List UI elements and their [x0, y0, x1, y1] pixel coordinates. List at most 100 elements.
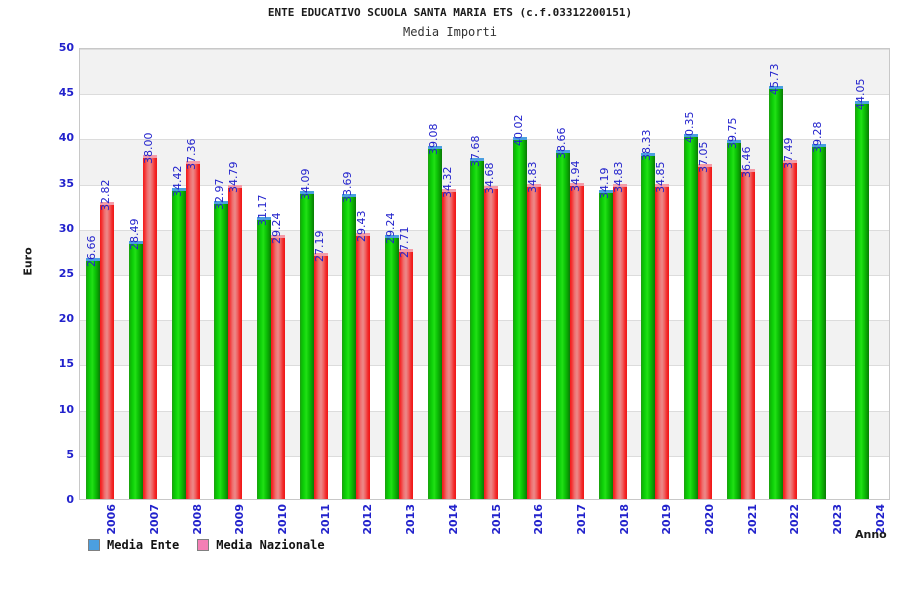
bar-cap — [484, 185, 499, 189]
bar-body — [569, 183, 584, 499]
bar-cap — [470, 158, 485, 162]
bar-body — [641, 152, 656, 499]
bar-cap — [299, 190, 314, 194]
bar-body — [441, 188, 456, 499]
bar-cap — [257, 217, 272, 221]
x-tick-label: 2021 — [745, 504, 759, 535]
bar-media-nazionale[interactable] — [185, 161, 200, 499]
bar-media-ente[interactable] — [86, 258, 101, 499]
bar-value-label: 27.71 — [398, 226, 412, 258]
x-tick-label: 2009 — [233, 504, 247, 535]
bar-media-ente[interactable] — [726, 139, 741, 499]
bar-media-nazionale[interactable] — [740, 169, 755, 499]
bar-media-nazionale[interactable] — [655, 183, 670, 499]
bar-media-ente[interactable] — [555, 149, 570, 499]
bar-value-label: 33.69 — [341, 171, 355, 204]
bar-cap — [171, 187, 186, 191]
bar-media-nazionale[interactable] — [783, 160, 798, 499]
bar-media-ente[interactable] — [854, 100, 869, 499]
bar-media-nazionale[interactable] — [441, 188, 456, 499]
bar-media-nazionale[interactable] — [100, 202, 115, 499]
bar-body — [655, 183, 670, 499]
bar-value-label: 34.42 — [170, 165, 184, 197]
bar-group: 40.02 34.83 — [507, 49, 550, 499]
bar-body — [427, 145, 442, 499]
bar-cap — [683, 134, 698, 138]
bar-cap — [527, 184, 542, 188]
bar-media-nazionale[interactable] — [271, 234, 286, 499]
bar-media-nazionale[interactable] — [399, 248, 414, 499]
bar-cap — [655, 183, 670, 187]
bar-media-nazionale[interactable] — [228, 184, 243, 499]
bar-group: 38.33 34.85 — [635, 49, 678, 499]
bar-value-label: 26.66 — [85, 235, 99, 267]
bar-value-label: 34.79 — [227, 161, 241, 194]
bar-media-ente[interactable] — [513, 137, 528, 499]
bar-body — [399, 248, 414, 499]
chart-legend: Media Ente Media Nazionale — [88, 538, 325, 552]
bar-value-label: 38.00 — [142, 132, 155, 165]
bar-value-label: 32.82 — [99, 179, 113, 212]
bar-media-ente[interactable] — [470, 158, 485, 499]
bar-value-label: 36.46 — [739, 146, 753, 179]
bar-media-nazionale[interactable] — [143, 155, 157, 499]
bar-body — [86, 258, 101, 499]
bar-cap — [513, 137, 528, 141]
bar-media-ente[interactable] — [385, 234, 400, 499]
bar-value-label: 38.33 — [640, 129, 654, 162]
bar-media-ente[interactable] — [171, 187, 186, 499]
x-tick-label: 2007 — [148, 504, 162, 535]
bar-body — [513, 137, 528, 499]
bar-media-nazionale[interactable] — [569, 183, 584, 499]
bar-media-nazionale[interactable] — [484, 185, 499, 499]
bar-media-ente[interactable] — [214, 200, 229, 499]
bar-cap — [697, 164, 712, 168]
x-axis-label: Anno — [855, 528, 887, 541]
bar-cap — [143, 155, 157, 159]
bar-media-ente[interactable] — [299, 190, 314, 499]
bar-group: 45.73 37.49 — [763, 49, 806, 499]
bar-value-label: 39.28 — [810, 121, 824, 153]
bar-body — [171, 187, 186, 499]
bar-cap — [385, 234, 400, 238]
bar-media-nazionale[interactable] — [527, 184, 542, 499]
x-tick-label: 2018 — [617, 504, 631, 535]
bar-cap — [612, 184, 627, 188]
bar-value-label: 45.73 — [768, 63, 782, 95]
bar-cap — [100, 202, 115, 206]
bar-media-ente[interactable] — [769, 85, 784, 499]
bar-body — [385, 234, 400, 499]
bar-media-nazionale[interactable] — [697, 164, 712, 499]
bar-cap — [569, 183, 584, 187]
legend-item-media-ente[interactable]: Media Ente — [88, 538, 179, 552]
bar-media-ente[interactable] — [683, 134, 698, 499]
bar-cap — [228, 184, 243, 188]
bar-body — [697, 164, 712, 499]
bar-value-label: 37.68 — [469, 135, 483, 168]
bar-media-nazionale[interactable] — [612, 184, 627, 499]
bar-media-ente[interactable] — [129, 241, 143, 499]
bar-value-label: 37.49 — [782, 137, 796, 170]
legend-item-media-nazionale[interactable]: Media Nazionale — [197, 538, 325, 552]
bar-media-ente[interactable] — [641, 152, 656, 499]
bar-cap — [740, 169, 755, 173]
bar-media-ente[interactable] — [427, 145, 442, 499]
bar-media-ente[interactable] — [257, 217, 272, 499]
bar-media-ente[interactable] — [811, 143, 826, 499]
bar-value-label: 34.83 — [526, 161, 540, 194]
y-tick-label: 35 — [58, 176, 74, 190]
bar-cap — [214, 200, 229, 204]
bar-body — [214, 200, 229, 499]
bar-cap — [811, 143, 826, 147]
bar-media-ente[interactable] — [598, 189, 613, 499]
bar-group: 34.42 37.36 — [165, 49, 208, 499]
bar-body — [185, 161, 200, 499]
bar-media-nazionale[interactable] — [313, 253, 328, 499]
bar-value-label: 40.02 — [512, 114, 526, 147]
bar-media-ente[interactable] — [342, 194, 357, 499]
legend-label-media-ente: Media Ente — [107, 538, 180, 552]
bar-group: 32.97 34.79 — [208, 49, 251, 499]
bar-group: 34.09 27.19 — [293, 49, 336, 499]
gridline — [80, 49, 889, 50]
bar-media-nazionale[interactable] — [356, 232, 371, 499]
